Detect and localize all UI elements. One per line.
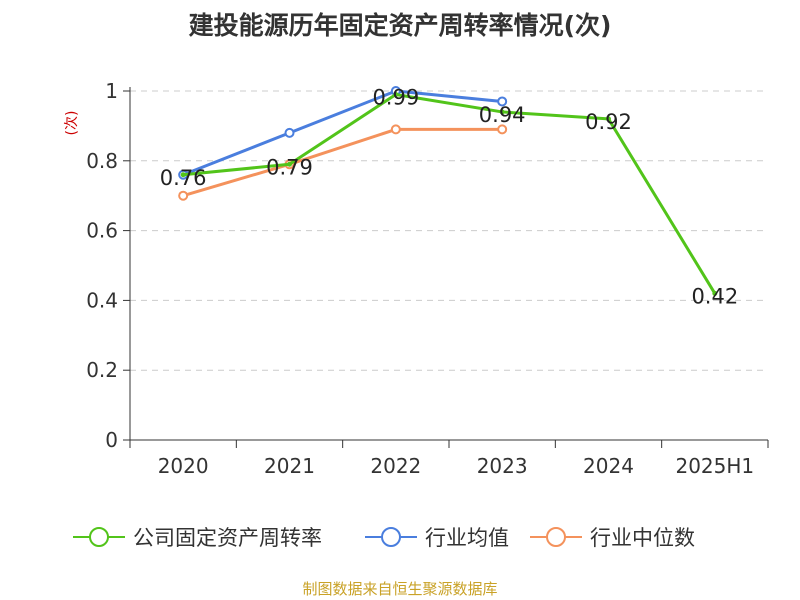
legend-marker — [546, 527, 566, 547]
y-tick-label: 0.8 — [86, 149, 118, 173]
y-tick-label: 0.4 — [86, 288, 118, 312]
data-label-layer: 0.76 0.79 0.99 0.94 0.92 0.42 — [160, 85, 738, 308]
legend-label: 公司固定资产周转率 — [133, 526, 322, 550]
data-point — [284, 127, 295, 138]
data-point — [393, 91, 399, 97]
source-note: 制图数据来自恒生聚源数据库 — [302, 580, 498, 598]
data-label: 0.76 — [160, 166, 207, 190]
series-line — [183, 92, 717, 295]
legend-marker — [381, 527, 401, 547]
y-tick-label: 0 — [105, 428, 118, 452]
legend-marker — [89, 527, 109, 547]
data-point — [499, 109, 505, 115]
y-tick-label: 0.6 — [86, 219, 118, 243]
chart-title: 建投能源历年固定资产周转率情况(次) — [188, 11, 612, 40]
x-tick-label: 2022 — [370, 454, 421, 478]
data-label: 0.79 — [266, 155, 313, 179]
series-layer — [178, 86, 718, 296]
legend: 公司固定资产周转率 行业均值 行业中位数 — [73, 526, 695, 550]
data-point — [178, 190, 189, 201]
data-label: 0.99 — [372, 85, 419, 109]
data-point — [606, 116, 611, 122]
y-tick-label: 0.2 — [86, 358, 118, 382]
x-tick-label: 2024 — [583, 454, 634, 478]
data-point — [287, 161, 292, 167]
y-tick-label: 1 — [105, 79, 118, 103]
x-tick-label: 2025H1 — [675, 454, 754, 478]
x-tick-label: 2023 — [477, 454, 528, 478]
data-point — [390, 124, 401, 135]
data-point — [180, 172, 186, 178]
series-line — [182, 89, 503, 177]
data-label: 0.42 — [691, 284, 738, 308]
data-label: 0.94 — [479, 103, 526, 127]
axis-layer: 0 0.2 0.4 0.6 0.8 1 2020 2021 2022 2023 2024 2025H1… — [64, 79, 769, 478]
data-point — [497, 124, 508, 135]
data-point — [497, 96, 508, 107]
grid-layer — [130, 90, 768, 371]
data-label: 0.92 — [585, 110, 632, 134]
legend-label: 行业中位数 — [590, 526, 695, 550]
series-line — [182, 127, 503, 198]
data-point — [712, 290, 718, 296]
y-axis-title: (次) — [64, 111, 80, 136]
legend-label: 行业均值 — [425, 526, 509, 550]
x-tick-label: 2021 — [264, 454, 315, 478]
x-tick-label: 2020 — [158, 454, 209, 478]
